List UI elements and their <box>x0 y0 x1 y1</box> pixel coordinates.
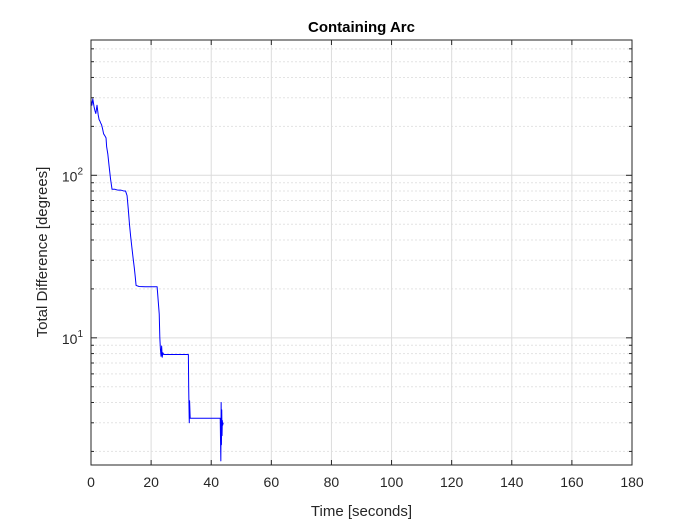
y-tick-label: 101 <box>62 329 84 347</box>
x-tick-label: 160 <box>560 474 584 490</box>
plot-area-background <box>91 40 632 465</box>
x-tick-labels: 0 20 40 60 80 100 120 140 160 180 <box>87 474 644 490</box>
series-layer <box>90 98 224 462</box>
x-tick-label: 100 <box>380 474 404 490</box>
x-tick-label: 120 <box>440 474 464 490</box>
x-tick-label: 60 <box>264 474 280 490</box>
x-axis-label: Time [seconds] <box>311 503 412 520</box>
tick-marks <box>90 40 633 465</box>
y-tick-label: 102 <box>62 166 84 184</box>
y-axis-label: Total Difference [degrees] <box>34 167 51 338</box>
x-tick-label: 0 <box>87 474 95 490</box>
x-tick-label: 40 <box>203 474 219 490</box>
series-line <box>90 98 224 462</box>
x-tick-label: 80 <box>324 474 340 490</box>
plot-box <box>90 39 633 466</box>
x-tick-label: 140 <box>500 474 524 490</box>
x-tick-label: 180 <box>620 474 644 490</box>
y-tick-labels: 101 102 <box>62 166 84 347</box>
chart-title: Containing Arc <box>308 19 415 36</box>
x-tick-label: 20 <box>143 474 159 490</box>
